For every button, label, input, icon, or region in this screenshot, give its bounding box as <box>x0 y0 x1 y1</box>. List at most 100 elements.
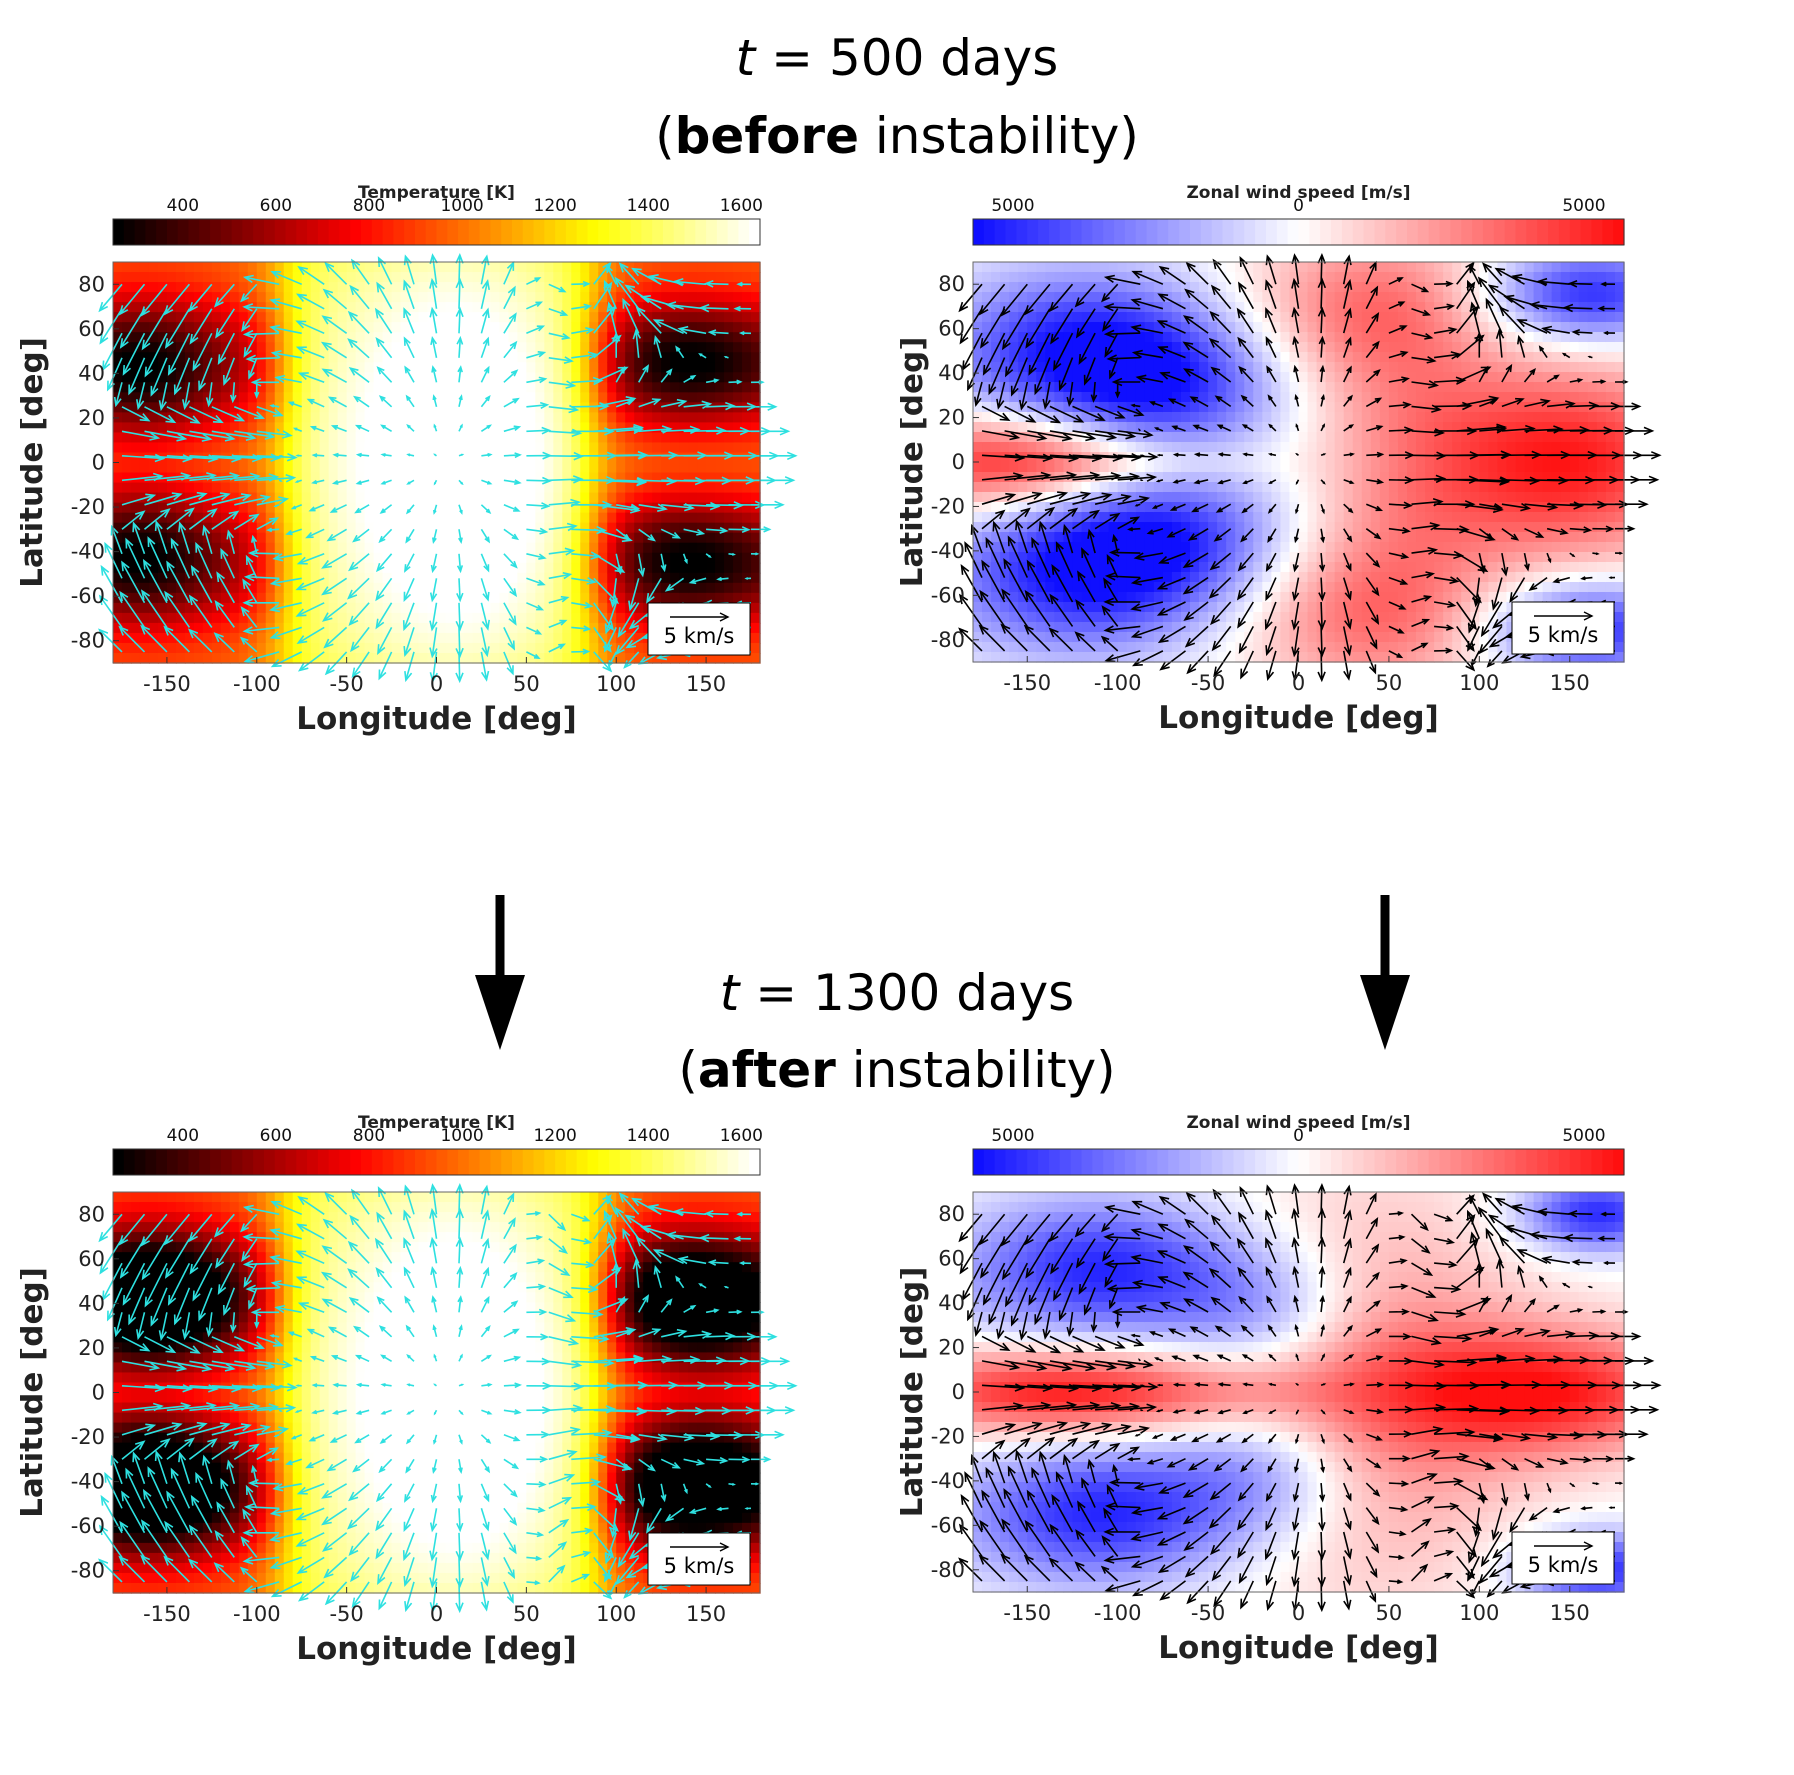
heatmap-cell <box>346 302 357 313</box>
heatmap-cell <box>1280 262 1291 273</box>
heatmap-cell <box>310 332 321 343</box>
heatmap-cell <box>1099 412 1110 423</box>
heatmap-cell <box>1244 402 1254 413</box>
heatmap-cell <box>220 652 231 664</box>
wind-arrow <box>751 402 778 411</box>
heatmap-cell <box>706 352 716 363</box>
heatmap-cell <box>679 482 689 494</box>
heatmap-cell <box>715 382 725 394</box>
heatmap-cell <box>1171 392 1182 403</box>
heatmap-cell <box>301 642 312 654</box>
wind-arrow <box>113 382 123 408</box>
heatmap-cell <box>1162 652 1173 663</box>
colorbar-tick-label: 1000 <box>440 196 483 216</box>
heatmap-cell <box>1217 542 1227 553</box>
heatmap-cell <box>1271 522 1282 533</box>
heatmap-cell <box>670 652 680 664</box>
heatmap-cell <box>373 622 384 634</box>
heatmap-cell <box>121 262 132 273</box>
heatmap-cell <box>1027 582 1037 593</box>
heatmap-cell <box>1054 422 1065 433</box>
heatmap-cell <box>526 542 537 554</box>
heatmap-cell <box>490 582 501 594</box>
heatmap-cell <box>1190 382 1200 393</box>
heatmap-cell <box>256 642 267 654</box>
heatmap-cell <box>580 492 590 504</box>
heatmap-cell <box>1054 442 1065 453</box>
heatmap-cell <box>715 592 725 604</box>
wind-scale-label: 5 km/s <box>664 624 735 648</box>
heatmap-cell <box>1289 552 1300 563</box>
heatmap-cell <box>688 552 698 564</box>
heatmap-cell <box>310 562 321 574</box>
heatmap-cell <box>436 632 447 644</box>
heatmap-cell <box>1298 452 1309 463</box>
heatmap-cell <box>391 372 402 383</box>
colorbar-swatch <box>501 219 513 245</box>
heatmap-cell <box>301 512 312 524</box>
heatmap-cell <box>679 282 689 293</box>
heatmap-cell <box>526 352 537 363</box>
heatmap-cell <box>229 442 240 454</box>
heatmap-cell <box>607 352 617 363</box>
heatmap-cell <box>1018 602 1028 613</box>
heatmap-cell <box>973 652 983 663</box>
heatmap-cell <box>247 632 258 644</box>
heatmap-cell <box>733 452 743 464</box>
heatmap-cell <box>1153 362 1164 373</box>
heatmap-cell <box>247 422 258 434</box>
heatmap-cell <box>229 362 240 373</box>
wind-arrow <box>458 423 463 432</box>
heatmap-cell <box>1171 332 1182 343</box>
heatmap-cell <box>355 562 366 574</box>
heatmap-cell <box>409 332 420 343</box>
title-rest: instability) <box>859 107 1139 165</box>
heatmap-cell <box>1117 272 1128 283</box>
heatmap-cell <box>337 532 348 544</box>
heatmap-cell <box>1027 522 1037 533</box>
heatmap-cell <box>157 292 168 303</box>
heatmap-cell <box>544 372 555 383</box>
heatmap-cell <box>274 562 285 574</box>
heatmap-cell <box>1253 652 1264 663</box>
heatmap-cell <box>113 582 123 594</box>
heatmap-cell <box>706 312 716 323</box>
heatmap-cell <box>499 642 510 654</box>
heatmap-cell <box>292 272 303 283</box>
heatmap-cell <box>1171 322 1182 333</box>
heatmap-cell <box>1235 532 1245 543</box>
heatmap-cell <box>130 402 141 414</box>
heatmap-cell <box>166 402 177 414</box>
heatmap-cell <box>580 402 590 414</box>
heatmap-cell <box>1135 382 1146 393</box>
heatmap-cell <box>319 282 330 293</box>
heatmap-cell <box>445 402 456 414</box>
heatmap-cell <box>472 522 483 534</box>
wind-arrow <box>403 577 415 602</box>
heatmap-cell <box>274 362 285 373</box>
heatmap-cell <box>364 472 375 484</box>
heatmap-cell <box>373 402 384 414</box>
heatmap-cell <box>113 322 123 333</box>
colorbar-swatch <box>1309 219 1321 245</box>
heatmap-cell <box>679 382 689 394</box>
colorbar-swatch <box>598 219 610 245</box>
heatmap-cell <box>544 532 555 544</box>
heatmap-cell <box>706 282 716 293</box>
heatmap-cell <box>526 532 537 544</box>
heatmap-cell <box>751 362 761 373</box>
heatmap-cell <box>553 362 564 373</box>
heatmap-cell <box>139 652 150 664</box>
heatmap-cell <box>1054 402 1065 413</box>
heatmap-cell <box>1253 292 1264 303</box>
heatmap-cell <box>274 412 285 424</box>
panel-temperature-500: Temperature [K] 400 600 800 1000 1200 1400 1600… <box>20 180 900 860</box>
heatmap-cell <box>346 262 357 273</box>
heatmap-cell <box>544 322 555 333</box>
heatmap-cell <box>1217 342 1227 353</box>
heatmap-cell <box>571 292 581 303</box>
heatmap-cell <box>1262 542 1273 553</box>
heatmap-cell <box>1018 442 1028 453</box>
heatmap-cell <box>991 462 1001 473</box>
heatmap-cell <box>679 582 689 594</box>
